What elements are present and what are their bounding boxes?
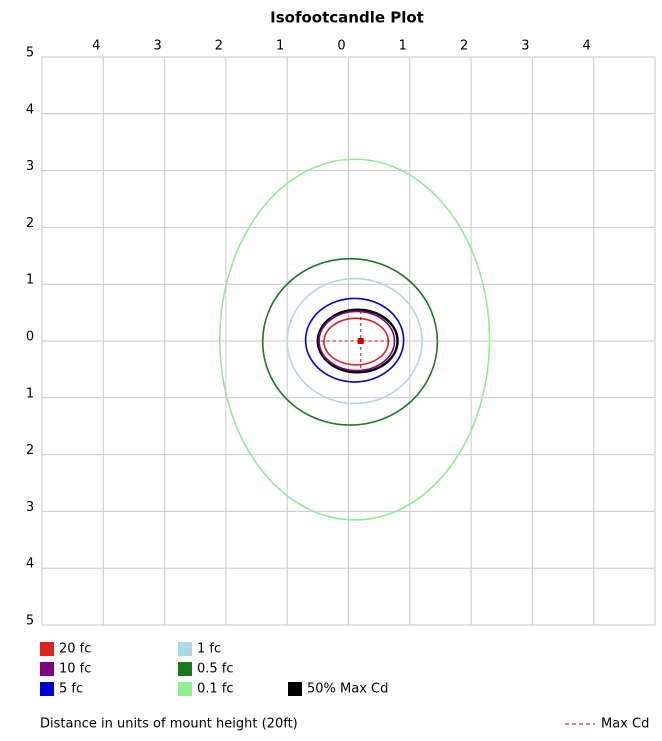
legend-label: 0.5 fc	[197, 662, 234, 677]
legend-swatch	[178, 682, 192, 696]
x-tick-label: 1	[399, 39, 407, 54]
x-axis-label: Distance in units of mount height (20ft)	[40, 717, 298, 732]
isofootcandle-contour	[261, 257, 439, 426]
y-tick-label: 4	[26, 557, 34, 572]
x-tick-label: 2	[460, 39, 468, 54]
max-cd-point	[357, 338, 364, 344]
x-tick-label: 3	[153, 39, 161, 54]
legend-label: 1 fc	[197, 642, 221, 657]
y-tick-label: 3	[26, 159, 34, 174]
y-tick-label: 3	[26, 500, 34, 515]
x-tick-label: 0	[337, 39, 345, 54]
y-tick-label: 2	[26, 443, 34, 458]
legend-label: 50% Max Cd	[307, 682, 388, 697]
legend-swatch	[288, 682, 302, 696]
legend-label: 10 fc	[59, 662, 91, 677]
y-tick-label: 4	[26, 102, 34, 117]
legend-label: 0.1 fc	[197, 682, 234, 697]
y-tick-label: 2	[26, 216, 34, 231]
isofootcandle-contour	[318, 310, 396, 372]
isofootcandle-contour	[323, 317, 390, 366]
y-tick-label: 0	[26, 330, 34, 345]
y-tick-label: 1	[26, 386, 34, 401]
x-tick-label: 3	[521, 39, 529, 54]
isofootcandle-contour	[316, 308, 399, 374]
legend-swatch	[40, 662, 54, 676]
legend-swatch	[40, 642, 54, 656]
plot-border	[41, 56, 656, 626]
legend-label: 5 fc	[59, 682, 83, 697]
legend-label: Max Cd	[601, 717, 649, 732]
legend-swatch	[178, 662, 192, 676]
legend-swatch	[40, 682, 54, 696]
chart-title: Isofootcandle Plot	[270, 9, 424, 27]
x-tick-label: 4	[92, 39, 100, 54]
legend-label: 20 fc	[59, 642, 91, 657]
x-tick-label: 1	[276, 39, 284, 54]
y-tick-label: 1	[26, 273, 34, 288]
isofootcandle-contour	[304, 297, 405, 383]
y-tick-label: 5	[26, 46, 34, 61]
legend-swatch	[178, 642, 192, 656]
isofootcandle-contour	[218, 158, 491, 521]
x-tick-label: 2	[215, 39, 223, 54]
isofootcandle-contour	[286, 277, 423, 405]
x-tick-label: 4	[583, 39, 591, 54]
y-tick-label: 5	[26, 614, 34, 629]
